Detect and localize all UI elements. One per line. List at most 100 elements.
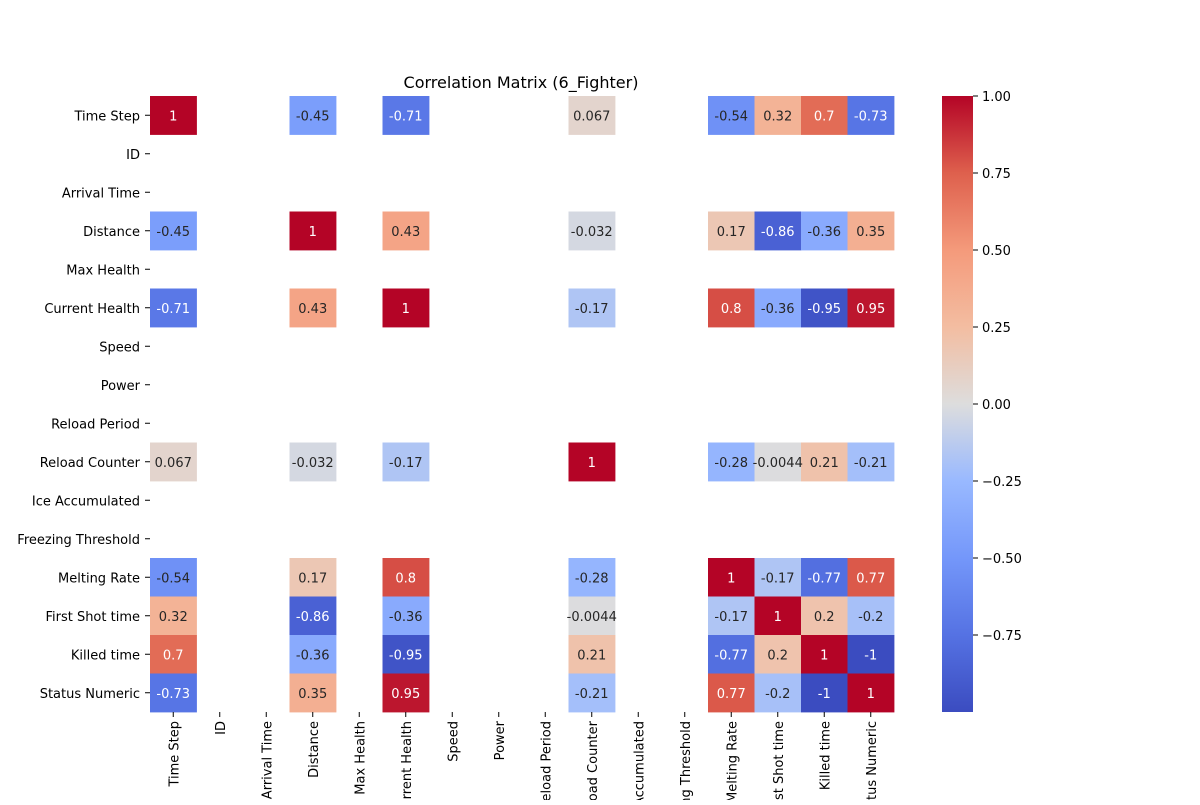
cell-value-label: -1 — [818, 687, 831, 702]
cell-value-label: -0.36 — [761, 302, 795, 317]
x-tick-label: Freezing Threshold — [679, 721, 694, 800]
colorbar-tick-label: −0.25 — [982, 475, 1022, 490]
heatmap-cell — [754, 673, 802, 713]
x-tick-label: First Shot time — [772, 721, 787, 800]
cell-value-label: -0.71 — [156, 302, 190, 317]
colorbar-tick-label: 0.25 — [982, 321, 1011, 336]
heatmap-cell — [708, 558, 755, 597]
heatmap-cell — [382, 288, 430, 328]
y-tick-label: First Shot time — [45, 610, 140, 625]
heatmap-cell — [382, 673, 430, 713]
cell-value-label: -0.28 — [575, 571, 609, 586]
cell-value-label: -0.95 — [807, 302, 841, 317]
cell-value-label: 0.2 — [814, 610, 835, 625]
cell-value-label: 0.32 — [763, 109, 792, 124]
cell-value-label: 0.21 — [810, 456, 839, 471]
cell-value-label: -0.21 — [575, 687, 609, 702]
colorbar-tick-label: 0.00 — [982, 398, 1011, 413]
heatmap-cell — [568, 558, 616, 597]
y-tick-label: Ice Accumulated — [32, 494, 140, 509]
heatmap-cell — [150, 442, 197, 482]
cell-value-label: 1 — [309, 225, 317, 240]
cell-value-label: -0.45 — [296, 109, 330, 124]
heatmap-cell — [150, 211, 197, 251]
x-tick-label: Max Health — [353, 721, 368, 795]
heatmap-cell — [847, 211, 895, 251]
y-tick-label: Speed — [99, 340, 140, 355]
cell-value-label: -0.73 — [854, 109, 888, 124]
cell-value-label: -0.36 — [389, 610, 423, 625]
cell-value-label: 1 — [820, 648, 828, 663]
heatmap-cell — [801, 211, 848, 251]
y-tick-label: Current Health — [44, 302, 140, 317]
cell-value-label: 0.8 — [395, 571, 416, 586]
heatmap-cell — [150, 96, 197, 135]
cell-value-label: -0.17 — [761, 571, 795, 586]
heatmap-cell — [289, 442, 337, 482]
cell-value-label: 0.77 — [717, 687, 746, 702]
cell-value-label: -0.032 — [292, 456, 334, 471]
cell-value-label: 0.95 — [856, 302, 885, 317]
cell-value-label: -0.45 — [156, 225, 190, 240]
cell-value-label: -0.0044 — [753, 456, 803, 471]
cell-value-label: -0.77 — [807, 571, 841, 586]
cell-value-label: 1 — [169, 109, 177, 124]
y-tick-label: Distance — [83, 225, 140, 240]
x-tick-label: Arrival Time — [260, 721, 275, 799]
heatmap-cell — [568, 96, 616, 135]
y-tick-label: Power — [101, 379, 141, 394]
y-tick-label: Status Numeric — [40, 687, 140, 702]
y-tick-label: Arrival Time — [62, 186, 140, 201]
cell-value-label: -0.17 — [389, 456, 423, 471]
heatmap-cell — [801, 442, 848, 482]
cell-value-label: 0.17 — [717, 225, 746, 240]
colorbar-tick-label: 1.00 — [982, 90, 1011, 105]
y-tick-label: Freezing Threshold — [17, 533, 140, 548]
heatmap-cell — [801, 635, 848, 674]
y-tick-label: Max Health — [66, 263, 140, 278]
heatmap-cell — [847, 288, 895, 328]
y-tick-label: Time Step — [73, 109, 140, 124]
cell-value-label: 0.7 — [814, 109, 835, 124]
heatmap-cell — [847, 635, 895, 674]
heatmap-cell — [568, 596, 616, 636]
heatmap-cell — [568, 288, 616, 328]
x-tick-label: Ice Accumulated — [632, 721, 647, 800]
heatmap-cell — [568, 635, 616, 674]
heatmap-cell — [847, 558, 895, 597]
cell-value-label: -0.032 — [571, 225, 613, 240]
heatmap-cell — [708, 596, 755, 636]
heatmap-cell — [754, 442, 802, 482]
cell-value-label: 0.35 — [856, 225, 885, 240]
heatmap-cell — [150, 288, 197, 328]
x-tick-label: Reload Counter — [586, 720, 601, 800]
colorbar-tick-label: 0.75 — [982, 167, 1011, 182]
heatmap-cell — [708, 673, 755, 713]
heatmap-cell — [708, 96, 755, 135]
heatmap-cell — [289, 596, 337, 636]
cell-value-label: 0.7 — [163, 648, 184, 663]
colorbar-tick-label: −0.75 — [982, 629, 1022, 644]
heatmap-cell — [754, 558, 802, 597]
heatmap-cell — [754, 211, 802, 251]
heatmap-cell — [847, 596, 895, 636]
cell-value-label: -0.17 — [714, 610, 748, 625]
cell-value-label: -0.95 — [389, 648, 423, 663]
heatmap-cell — [754, 96, 802, 135]
heatmap-cell — [801, 596, 848, 636]
heatmap-cell — [150, 558, 197, 597]
x-tick-label: Power — [493, 720, 508, 760]
cell-value-label: -0.0044 — [567, 610, 617, 625]
x-tick-label: Speed — [446, 721, 461, 762]
heatmap-cell — [150, 673, 197, 713]
cell-value-label: 0.17 — [298, 571, 327, 586]
cell-value-label: -0.86 — [761, 225, 795, 240]
heatmap-cell — [847, 673, 895, 713]
heatmap-cell — [708, 211, 755, 251]
colorbar-tick-label: 0.50 — [982, 244, 1011, 259]
cell-value-label: 0.067 — [155, 456, 192, 471]
y-axis: Time Step ID Arrival Time Distance Max Healt… — [17, 109, 150, 702]
cell-value-label: -0.54 — [156, 571, 190, 586]
